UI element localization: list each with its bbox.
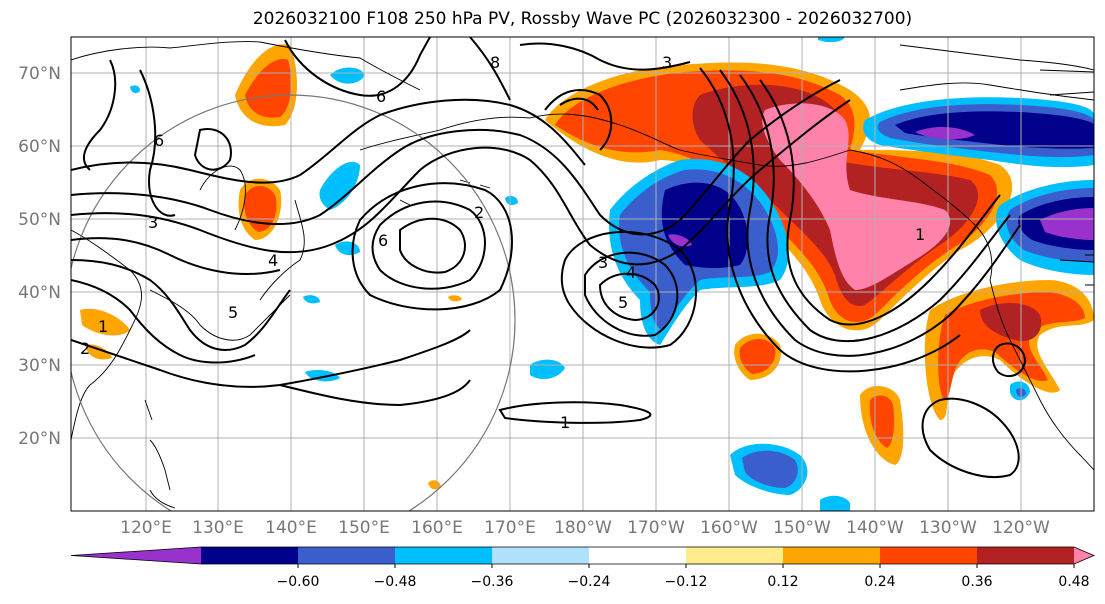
- contour-label: 1: [560, 413, 570, 432]
- contour-label: 6: [376, 87, 386, 106]
- contour-label: 6: [378, 231, 388, 250]
- colorbar-tick-label: 0.24: [864, 574, 895, 590]
- lon-label: 170°E: [484, 518, 536, 538]
- lat-label: 60°N: [18, 137, 61, 157]
- colorbar-tick-label: 0.36: [961, 574, 992, 590]
- colorbar-extend-high: [1074, 547, 1094, 564]
- colorbar-segment: [977, 547, 1075, 564]
- lon-label: 180°W: [554, 518, 612, 538]
- map-layers: [71, 37, 1094, 511]
- contour-label: 3: [598, 253, 608, 272]
- contour-label: 2: [80, 339, 90, 358]
- colorbar-extend-low: [71, 547, 201, 564]
- colorbar-tick-label: −0.60: [277, 574, 320, 590]
- contour-label: 4: [626, 263, 636, 282]
- contour-label: 2: [474, 203, 484, 222]
- lon-label: 140°E: [265, 518, 317, 538]
- colorbar-segment: [395, 547, 493, 564]
- contour-label: 1: [915, 225, 925, 244]
- contour-label: 1: [98, 317, 108, 336]
- colorbar-segment: [298, 547, 396, 564]
- colorbar-segment: [880, 547, 978, 564]
- colorbar-tick-label: −0.48: [374, 574, 417, 590]
- colorbar-tick-label: −0.36: [471, 574, 514, 590]
- pv-positive-shading: [80, 44, 1094, 490]
- colorbar-tick-label: 0.48: [1058, 574, 1089, 590]
- colorbar-segment: [686, 547, 784, 564]
- contour-label: 3: [148, 213, 158, 232]
- lon-label: 150°E: [338, 518, 390, 538]
- lon-label: 120°E: [120, 518, 172, 538]
- colorbar-outline: [70, 546, 1096, 565]
- contour-label: 8: [490, 53, 500, 72]
- pv-negative-shading: [130, 37, 1094, 511]
- contour-labels: 1 2 3 4 5 6 1 2 3 4 5 6 1 3 8 6: [80, 53, 925, 432]
- range-ring: [71, 94, 516, 511]
- colorbar-segment: [492, 547, 590, 564]
- figure-title: 2026032100 F108 250 hPa PV, Rossby Wave …: [252, 9, 913, 29]
- lon-label: 130°W: [919, 518, 977, 538]
- lon-label: 140°W: [846, 518, 904, 538]
- lat-label: 40°N: [18, 283, 61, 303]
- pv-contours: [71, 37, 1027, 479]
- lat-label: 20°N: [18, 429, 61, 449]
- colorbar-tick-label: 0.12: [767, 574, 798, 590]
- lon-labels: 120°E 130°E 140°E 150°E 160°E 170°E 180°…: [120, 518, 1050, 538]
- lat-label: 70°N: [18, 64, 61, 84]
- colorbar-segment: [783, 547, 881, 564]
- lat-label: 50°N: [18, 210, 61, 230]
- colorbar-tick-label: −0.12: [665, 574, 708, 590]
- lat-label: 30°N: [18, 356, 61, 376]
- lon-label: 160°E: [411, 518, 463, 538]
- colorbar-segment: [589, 547, 687, 564]
- contour-label: 5: [228, 303, 238, 322]
- lon-label: 170°W: [627, 518, 685, 538]
- contour-label: 3: [662, 53, 672, 72]
- colorbar: −0.60 −0.48 −0.36 −0.24 −0.12 0.12 0.24 0.36 0.4…: [70, 546, 1096, 590]
- colorbar-segment: [201, 547, 299, 564]
- map-frame: [70, 36, 1095, 512]
- lon-label: 130°E: [192, 518, 244, 538]
- lat-labels: 70°N 60°N 50°N 40°N 30°N 20°N: [18, 64, 61, 449]
- contour-label: 6: [154, 131, 164, 150]
- coastlines: [71, 41, 1094, 509]
- colorbar-tick-label: −0.24: [568, 574, 611, 590]
- lon-label: 120°W: [992, 518, 1050, 538]
- contour-label: 5: [618, 293, 628, 312]
- contour-label: 4: [268, 251, 278, 270]
- lon-label: 150°W: [773, 518, 831, 538]
- lon-label: 160°W: [700, 518, 758, 538]
